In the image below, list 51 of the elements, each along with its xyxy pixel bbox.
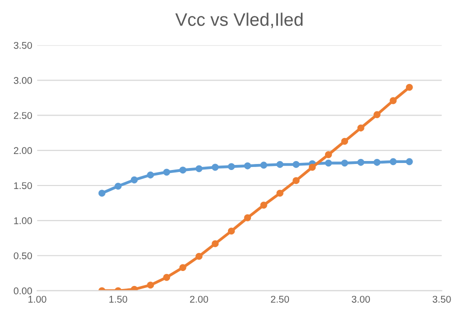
point <box>196 252 202 260</box>
x-tick-label: 2.50 <box>270 296 290 303</box>
y-tick-label: 0.00 <box>14 287 32 294</box>
point <box>260 202 268 209</box>
point <box>308 164 316 171</box>
point <box>130 176 138 184</box>
point <box>212 240 219 248</box>
point <box>163 274 170 281</box>
point <box>325 151 332 158</box>
x-tick-label: 1.00 <box>28 296 46 303</box>
y-tick-label: 2.00 <box>14 147 32 154</box>
point <box>374 158 380 166</box>
chart-title: Vcc vs Vled,Iled <box>175 12 303 28</box>
point <box>179 166 186 174</box>
x-tick-label: 1.50 <box>109 296 128 303</box>
y-tick-label: 3.00 <box>14 77 32 84</box>
y-tick-label: 3.50 <box>14 42 32 49</box>
point <box>163 168 170 176</box>
point <box>260 162 268 169</box>
point <box>292 160 300 168</box>
x-tick-label: 2.00 <box>190 296 208 303</box>
point <box>276 160 284 168</box>
x-tick-label: 3.50 <box>432 296 451 303</box>
point <box>179 264 186 272</box>
y-tick-label: 1.00 <box>14 217 32 224</box>
point <box>228 228 235 235</box>
point <box>341 160 348 167</box>
y-tick-label: 2.50 <box>14 112 32 119</box>
point <box>406 84 413 91</box>
point <box>276 190 284 197</box>
y-tick-label: 0.50 <box>14 252 32 260</box>
point <box>212 164 219 171</box>
point <box>228 163 235 170</box>
point <box>244 162 252 170</box>
point <box>357 124 364 132</box>
y-tick-label: 1.50 <box>14 182 32 190</box>
point <box>390 97 397 104</box>
point <box>406 158 413 166</box>
point <box>292 177 300 184</box>
point <box>147 282 154 289</box>
point <box>357 158 364 166</box>
point <box>390 158 397 166</box>
point <box>244 214 252 222</box>
point <box>341 138 348 145</box>
x-tick-label: 3.00 <box>352 296 370 303</box>
point <box>98 190 106 197</box>
point <box>325 160 332 167</box>
point <box>147 172 154 178</box>
point <box>196 165 202 172</box>
point <box>114 182 122 190</box>
point <box>374 111 380 118</box>
